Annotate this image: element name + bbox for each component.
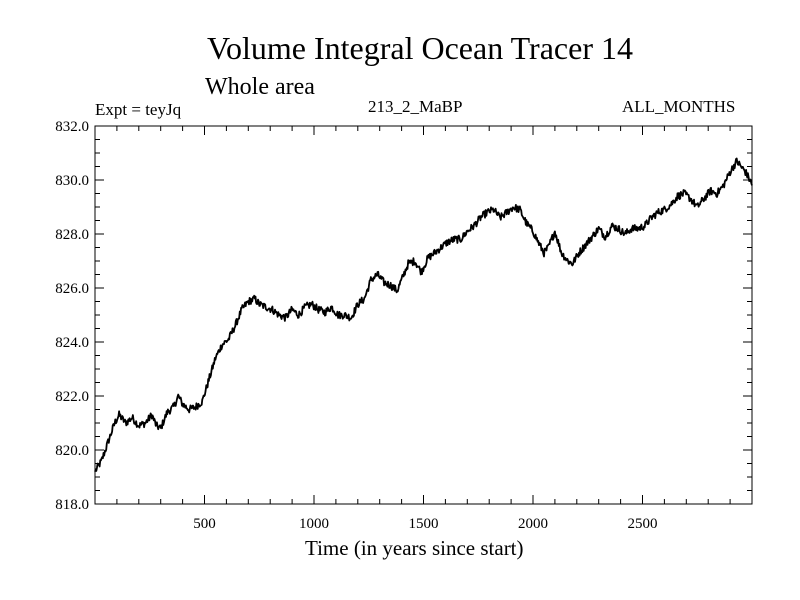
plot-frame (94, 125, 753, 505)
x-tick-label: 1500 (409, 516, 439, 532)
y-tick-label: 830.0 (55, 173, 89, 189)
experiment-label: Expt = teyJq (95, 100, 182, 119)
y-tick-label: 826.0 (55, 281, 89, 297)
period-label: ALL_MONTHS (622, 97, 736, 116)
y-tick-label: 822.0 (55, 389, 89, 405)
x-tick-label: 2000 (518, 516, 548, 532)
x-tick-label: 1000 (299, 516, 329, 532)
chart-title: Volume Integral Ocean Tracer 14 (207, 30, 633, 66)
y-tick-label: 832.0 (55, 119, 89, 135)
y-tick-label: 818.0 (55, 497, 89, 513)
chart-subtitle: Whole area (205, 74, 315, 100)
y-tick-label: 820.0 (55, 443, 89, 459)
x-axis-label: Time (in years since start) (305, 536, 524, 560)
tick-labels: 500 1000 1500 2000 2500 818.0 820.0 822.0 824.0 8… (55, 119, 657, 532)
tick-marks (95, 126, 752, 504)
y-tick-label: 828.0 (55, 227, 89, 243)
x-tick-label: 2500 (628, 516, 658, 532)
y-tick-label: 824.0 (55, 335, 89, 351)
series-line (94, 157, 753, 472)
x-tick-label: 500 (193, 516, 216, 532)
run-label: 213_2_MaBP (368, 97, 463, 116)
